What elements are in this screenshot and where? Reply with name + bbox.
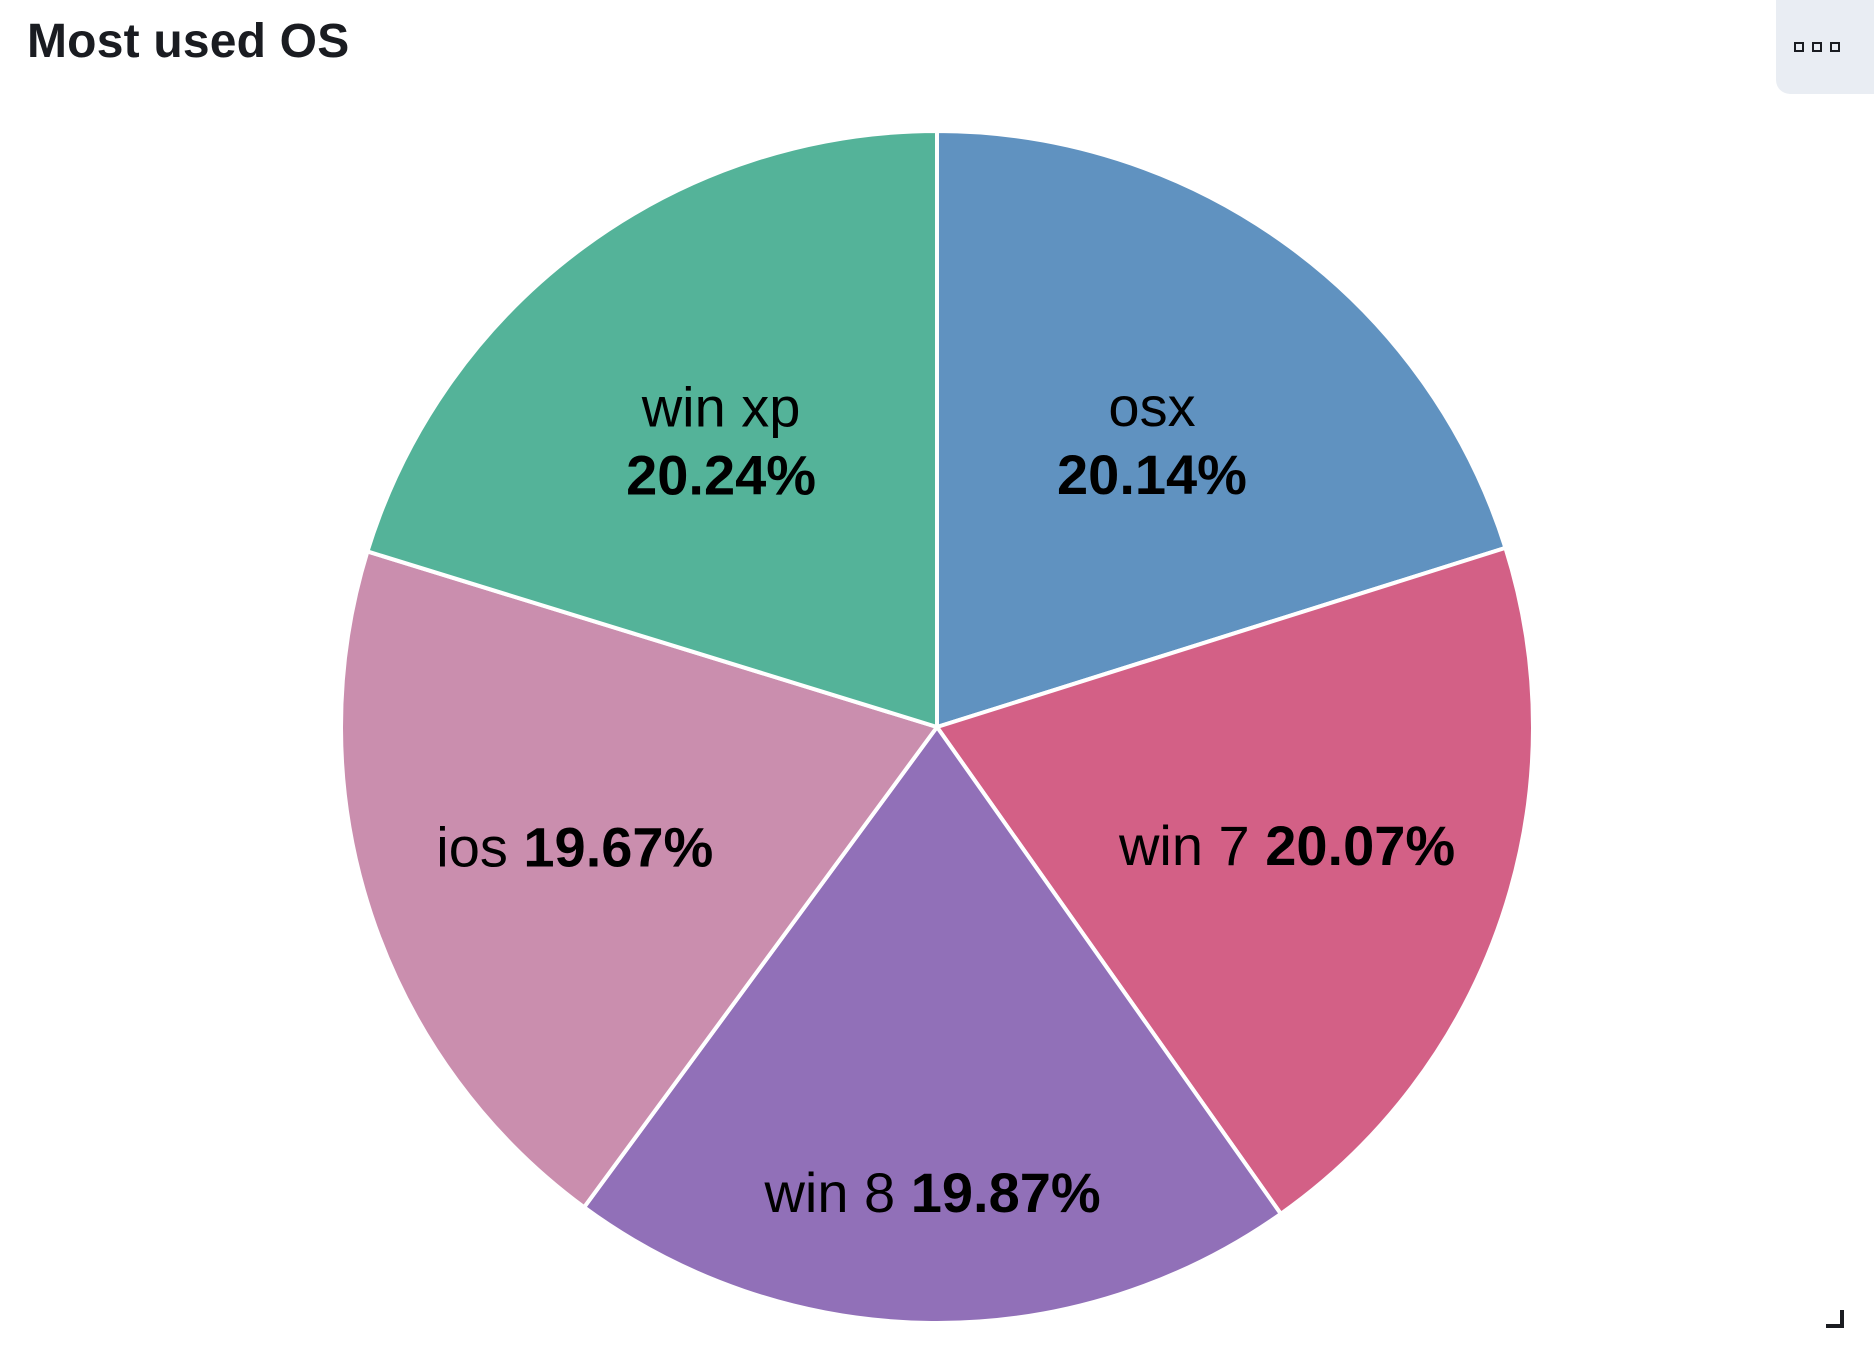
pie-slice-osx[interactable] [935,129,1508,729]
slice-name: ios [436,816,523,879]
pie-slice-win-8[interactable] [582,725,1283,1325]
slice-name: win 7 [1118,814,1265,877]
pie-labels: osx 20.14% win 7 20.07% win 8 19.87% ios 19.… [436,375,1455,1224]
slice-name: win xp [641,376,801,439]
slice-label-ios: ios 19.67% [436,816,713,879]
slice-label-win-7: win 7 20.07% [1118,814,1455,877]
slice-percent: 20.24% [626,444,816,507]
pie-slices [339,129,1535,1325]
slice-label-osx: osx 20.14% [1057,375,1247,506]
pie-slice-win-7[interactable] [935,545,1535,1216]
slice-percent: 19.67% [523,816,713,879]
slice-label-win-xp: win xp 20.24% [626,376,816,507]
pie-slice-win-xp[interactable] [365,129,939,729]
slice-percent: 20.14% [1057,443,1247,506]
panel-options-button[interactable] [1776,0,1874,94]
slice-percent: 19.87% [911,1161,1101,1224]
options-icon [1794,42,1840,52]
slice-name: win 8 [763,1161,910,1224]
slice-label-win-8: win 8 19.87% [763,1161,1100,1224]
slice-percent: 20.07% [1265,814,1455,877]
resize-handle-icon[interactable] [1820,1304,1844,1328]
panel-title: Most used OS [27,15,350,68]
pie-slice-ios[interactable] [339,549,939,1210]
slice-name: osx [1108,375,1195,438]
